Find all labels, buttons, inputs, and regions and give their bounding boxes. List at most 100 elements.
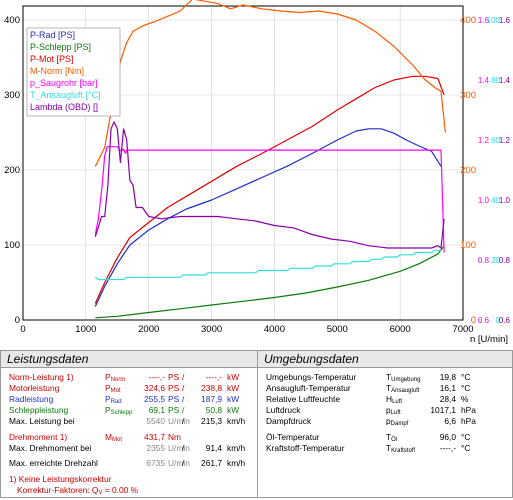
row-value-1: ----,- [148,372,165,382]
legend-entry: P-Rad [PS] [30,30,75,40]
legend-entry: M-Norm [Nm] [30,66,84,76]
row-value-1: 255,5 [144,394,165,404]
x-tick-label: 3000 [201,324,222,335]
right-axis-tick: 1.2 [478,136,490,145]
performance-row: Radleistung PRad 255,5 PS/ 187,9 kW [1,394,257,405]
row-unit-1: PS [168,372,180,382]
row-slash: / [182,443,185,453]
legend-entry: Lambda (OBD) [] [30,102,98,112]
row-label: Drehmoment 1) [9,432,68,442]
right-axis-tick: 1.4 [499,76,511,85]
ambient-label: Öl-Temperatur [266,432,320,442]
series-line-1 [95,245,445,319]
ambient-unit: °C [461,383,471,393]
y-tick-label: 300 [4,90,20,101]
ambient-row: Kraftstoff-Temperatur TKraftstoff ----,- °C [258,443,512,454]
row-value-2: 215,3 [201,416,222,426]
ambient-unit: °C [461,372,471,382]
right-axis-tick: 0.6 [499,316,511,325]
row-symbol: MMot [105,432,122,443]
y-tick-label: 0 [15,315,20,326]
performance-row: Max. Leistung bei 5540 U/min/ 215,3 km/h [1,416,257,427]
chart-legend: P-Rad [PS] P-Schlepp [PS] P-Mot [PS] M-Norm… [26,27,121,117]
row-unit-1: PS [168,383,180,393]
legend-box [26,27,121,117]
x-tick-label: 6000 [390,324,411,335]
row-value-2: ----,- [205,372,222,382]
row-label: Norm-Leistung 1) [9,372,74,382]
right-axis-tick: 0.8 [478,256,490,265]
plot-frame [22,5,464,321]
row-value-2: 187,9 [201,394,222,404]
row-value-1: 69,1 [148,405,165,415]
row-slash: / [182,405,185,415]
ambient-symbol: HLuft [386,394,403,405]
row-label: Max. erreichte Drehzahl [9,458,98,468]
row-symbol: PMot [105,383,121,394]
series-line-3 [94,0,446,167]
performance-data-panel: Leistungsdaten Norm-Leistung 1) PNorm ----… [0,350,258,498]
row-unit-1: PS [168,405,180,415]
right-axis-tick: 0 [496,316,501,325]
right-axis-tick: 1.0 [478,196,490,205]
ambient-value: ----,- [439,443,456,453]
row-unit-2: km/h [227,458,246,468]
row-value-1: 5540 [146,416,165,426]
performance-row: Max. erreichte Drehzahl 6735 U/min/ 261,7 km… [1,458,257,469]
x-tick-label: 4000 [264,324,285,335]
ambient-row: Ansaugluft-Temperatur TAnsaugluft 16,1 °C [258,383,512,394]
ambient-row: Umgebungs-Temperatur TUmgebung 19,8 °C [258,372,512,383]
ambient-symbol: TAnsaugluft [386,383,420,394]
right-axis-tick: 400 [460,15,476,26]
right-axis-tick: 0.6 [478,316,490,325]
series-line-5 [94,249,441,281]
series-line-4 [94,146,445,253]
performance-data-title: Leistungsdaten [1,351,257,368]
row-value-1: 431,7 [144,432,165,442]
ambient-data-title: Umgebungsdaten [258,351,512,368]
series-line-2 [94,75,445,304]
ambient-symbol: pDampf [386,416,409,427]
y-axis-left: 0 100 200 300 400 [4,15,20,326]
row-unit-2: kW [227,394,240,404]
performance-row: Norm-Leistung 1) PNorm ----,- PS / ----,- kW [1,372,257,383]
right-axis-tick: 300 [460,90,476,101]
row-unit-2: kW [227,405,240,415]
row-label: Max. Leistung bei [9,416,75,426]
ambient-symbol: TKraftstoff [386,443,416,454]
y-tick-label: 100 [4,240,20,251]
ambient-row: Öl-Temperatur TÖl 96,0 °C [258,432,512,443]
row-symbol: PNorm [105,372,126,383]
row-value-1: 2355 [146,443,165,453]
performance-row: Drehmoment 1) MMot 431,7 Nm [1,432,257,443]
ambient-label: Ansaugluft-Temperatur [266,383,351,393]
x-tick-label: 5000 [327,324,348,335]
row-label: Radleistung [9,394,54,404]
x-axis: 0 1000 2000 3000 4000 5000 6000 7000 [20,324,473,335]
performance-row: Motorleistung PMot 324,6 PS/ 238,8 kW [1,383,257,394]
series-line-6 [94,121,445,249]
ambient-unit: hPa [461,416,476,426]
ambient-value: 6,6 [444,416,456,426]
right-axis-tick: 20 [491,256,500,265]
x-tick-label: 0 [20,324,25,335]
ambient-symbol: TÖl [386,432,398,443]
performance-row: Schleppleistung PSchlepp 69,1 PS/ 50,8 kW [1,405,257,416]
row-symbol: PSchlepp [105,405,133,416]
row-symbol: PRad [105,394,122,405]
right-axis-tick: 1.6 [499,16,511,25]
row-slash: / [182,394,185,404]
ambient-value: 1017,1 [430,405,456,415]
ambient-label: Luftdruck [266,405,301,415]
ambient-value: 16,1 [439,383,456,393]
row-unit-2: kW [227,383,240,393]
y-axes-right: 0 100 200 300 400 0.6 0.8 1.0 1.2 1.4 1.6 0 20 40 60 80… [460,15,510,326]
row-slash: / [182,372,185,382]
chart-series [94,0,446,319]
legend-entry: p_Saugrohr [bar] [30,78,98,88]
row-unit-1: U/min [168,416,190,426]
x-tick-label: 7000 [452,324,473,335]
ambient-label: Umgebungs-Temperatur [266,372,357,382]
right-axis-tick: 1.4 [478,76,490,85]
dyno-chart: 0 1000 2000 3000 4000 5000 6000 7000 0100200300… [4,0,511,345]
